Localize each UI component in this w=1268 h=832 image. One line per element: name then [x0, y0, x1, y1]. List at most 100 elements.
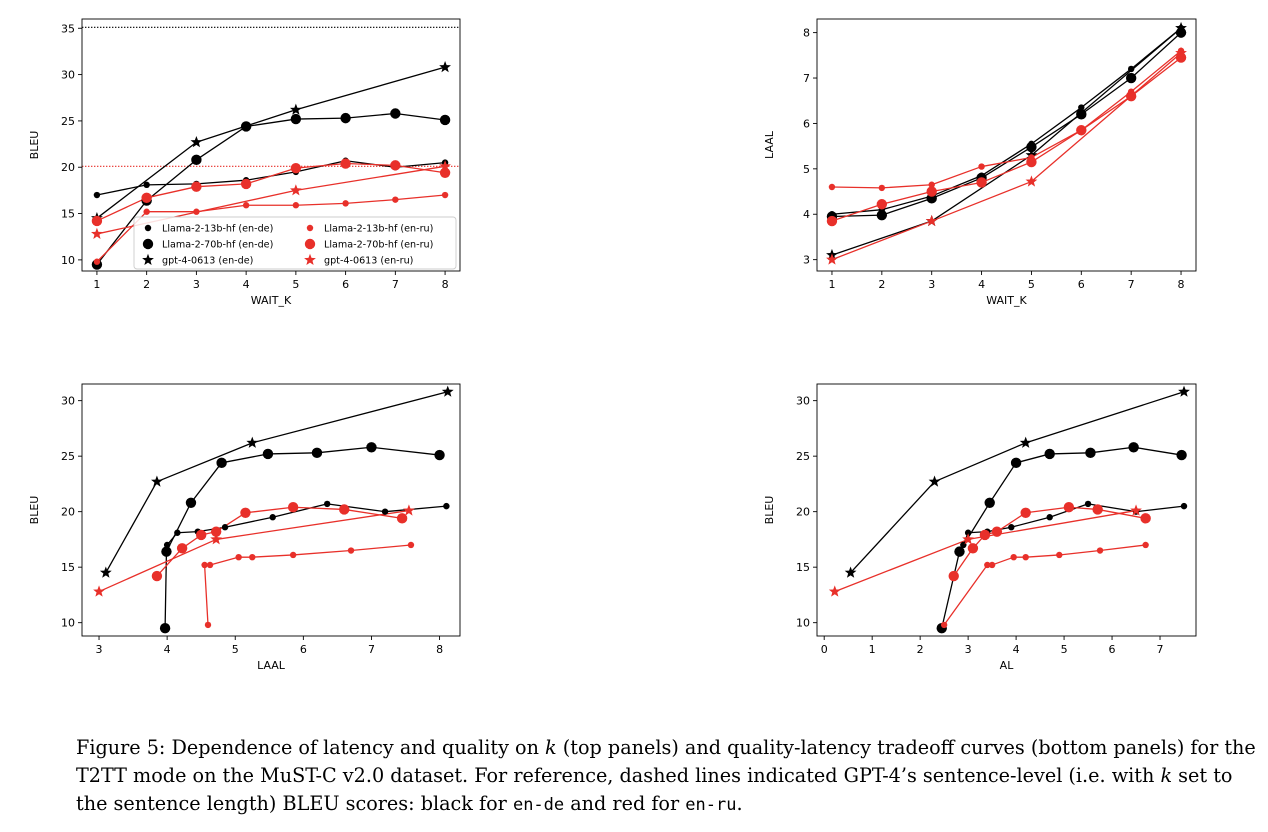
legend-marker-gpt-4-0613-en-de — [142, 253, 154, 266]
data-point-llama-2-13b-hf-en-de-4 — [1046, 514, 1053, 521]
data-point-llama-2-13b-hf-en-ru-6 — [347, 547, 355, 554]
data-point-gpt-4-0613-en-ru-0 — [826, 253, 838, 265]
data-point-llama-2-13b-hf-en-de-3 — [221, 524, 229, 531]
y-tick-label: 15 — [796, 561, 810, 574]
y-tick-label: 25 — [61, 115, 75, 128]
data-point-llama-2-70b-hf-en-de-2 — [191, 154, 202, 166]
y-tick-label: 35 — [61, 22, 75, 35]
series-line-llama-2-13b-hf-en-de — [962, 503, 1185, 546]
caption-text-3: set to the sentence length) BLEU scores:… — [76, 764, 1233, 815]
data-point-llama-2-13b-hf-en-ru-1 — [984, 561, 991, 569]
x-tick-label: 1 — [828, 278, 835, 291]
data-point-gpt-4-0613-en-de-3 — [1175, 21, 1187, 34]
series-line-llama-2-13b-hf-en-de — [166, 503, 447, 546]
legend-marker-gpt-4-0613-en-ru — [304, 253, 316, 266]
data-point-llama-2-70b-hf-en-ru-3 — [210, 526, 222, 537]
caption-text-2: (top panels) and quality-latency tradeof… — [76, 736, 1256, 787]
data-point-llama-2-70b-hf-en-de-5 — [340, 112, 351, 124]
x-tick-label: 8 — [436, 643, 443, 656]
data-point-llama-2-70b-hf-en-de-6 — [1128, 442, 1139, 453]
y-tick-label: 10 — [796, 617, 810, 630]
y-tick-label: 15 — [61, 208, 75, 221]
data-point-llama-2-70b-hf-en-de-3 — [1010, 457, 1022, 469]
y-tick-label: 30 — [61, 69, 75, 82]
data-point-llama-2-70b-hf-en-ru-0 — [948, 570, 959, 582]
data-point-gpt-4-0613-en-ru-3 — [1175, 46, 1187, 59]
data-point-llama-2-70b-hf-en-ru-1 — [176, 543, 188, 554]
data-point-llama-2-70b-hf-en-de-2 — [984, 497, 995, 508]
data-point-llama-2-13b-hf-en-ru-5 — [1056, 551, 1063, 559]
x-tick-label: 4 — [243, 278, 250, 291]
legend-label-llama-2-13b-hf-en-ru: Llama-2-13b-hf (en-ru) — [324, 224, 433, 235]
series-line-llama-2-13b-hf-en-ru — [831, 50, 1182, 189]
series-line-llama-2-13b-hf-en-de — [831, 27, 1182, 215]
series-line-llama-2-70b-hf-en-de — [96, 112, 446, 265]
data-point-llama-2-70b-hf-en-ru-7 — [1140, 513, 1151, 524]
data-point-llama-2-13b-hf-en-de-6 — [1127, 65, 1135, 73]
data-point-llama-2-13b-hf-en-ru-2 — [928, 181, 935, 188]
data-point-gpt-4-0613-en-de-0 — [844, 566, 857, 578]
data-point-llama-2-13b-hf-en-ru-7 — [1142, 541, 1149, 549]
data-point-gpt-4-0613-en-de-1 — [151, 475, 163, 487]
data-point-llama-2-70b-hf-en-de-6 — [366, 442, 377, 453]
data-point-llama-2-13b-hf-en-de-7 — [443, 502, 450, 510]
data-point-llama-2-70b-hf-en-ru-6 — [1125, 90, 1137, 102]
x-axis-label: WAIT_K — [251, 294, 292, 307]
y-axis-label: BLEU — [28, 496, 41, 525]
data-point-llama-2-13b-hf-en-de-1 — [964, 529, 972, 536]
data-point-llama-2-13b-hf-en-ru-5 — [289, 551, 297, 559]
series-line-llama-2-70b-hf-en-ru — [831, 57, 1182, 222]
data-point-llama-2-70b-hf-en-de-4 — [262, 448, 274, 460]
data-point-llama-2-13b-hf-en-ru-1 — [878, 184, 886, 192]
data-point-llama-2-13b-hf-en-de-5 — [1084, 500, 1092, 508]
data-point-gpt-4-0613-en-ru-1 — [925, 214, 938, 227]
data-point-llama-2-13b-hf-en-de-1 — [174, 529, 181, 536]
data-point-llama-2-70b-hf-en-ru-6 — [339, 504, 350, 515]
y-tick-label: 30 — [61, 395, 75, 408]
series-line-gpt-4-0613-en-de — [105, 391, 448, 574]
data-point-llama-2-70b-hf-en-de-6 — [1125, 72, 1137, 84]
y-tick-label: 10 — [61, 254, 75, 267]
data-point-llama-2-13b-hf-en-ru-1 — [143, 208, 150, 215]
y-tick-label: 20 — [796, 506, 810, 519]
figure-caption: Figure 5: Dependence of latency and qual… — [76, 734, 1256, 819]
data-point-llama-2-70b-hf-en-ru-2 — [926, 186, 937, 197]
legend-box — [133, 216, 457, 270]
data-point-gpt-4-0613-en-de-0 — [99, 566, 112, 578]
data-point-llama-2-13b-hf-en-ru-6 — [392, 196, 399, 203]
legend-marker-llama-2-13b-hf-en-ru — [306, 224, 314, 232]
data-point-gpt-4-0613-en-ru-2 — [1130, 504, 1142, 516]
data-point-llama-2-13b-hf-en-ru-0 — [828, 183, 836, 191]
x-tick-label: 4 — [164, 643, 171, 656]
data-point-llama-2-70b-hf-en-ru-1 — [876, 199, 888, 210]
data-point-llama-2-13b-hf-en-ru-4 — [1022, 553, 1029, 561]
axes-frame — [81, 383, 461, 637]
data-point-llama-2-70b-hf-en-ru-0 — [91, 215, 103, 227]
data-point-llama-2-13b-hf-en-ru-2 — [206, 561, 214, 569]
data-point-llama-2-13b-hf-en-ru-5 — [342, 200, 349, 207]
caption-text-5: . — [736, 792, 743, 815]
data-point-llama-2-13b-hf-en-ru-7 — [441, 191, 449, 199]
caption-text-4: and red for — [564, 792, 686, 815]
data-point-llama-2-70b-hf-en-de-1 — [161, 546, 172, 557]
data-point-llama-2-13b-hf-en-ru-1 — [201, 561, 208, 569]
x-axis-label: AL — [1000, 659, 1015, 672]
data-point-llama-2-70b-hf-en-de-3 — [240, 121, 252, 132]
data-point-gpt-4-0613-en-ru-0 — [91, 227, 103, 239]
data-point-llama-2-70b-hf-en-ru-6 — [390, 160, 401, 171]
legend: Llama-2-13b-hf (en-de) Llama-2-70b-hf (en… — [133, 216, 457, 270]
caption-text-1: Figure 5: Dependence of latency and qual… — [76, 736, 546, 759]
data-point-llama-2-70b-hf-en-de-4 — [1044, 448, 1055, 460]
data-point-gpt-4-0613-en-de-2 — [246, 436, 259, 448]
y-tick-label: 20 — [61, 161, 75, 174]
legend-marker-llama-2-13b-hf-en-de — [144, 224, 152, 232]
data-point-gpt-4-0613-en-de-3 — [441, 385, 454, 397]
data-point-llama-2-70b-hf-en-de-5 — [311, 447, 323, 459]
y-axis-label: BLEU — [763, 496, 776, 525]
data-point-llama-2-13b-hf-en-ru-3 — [978, 163, 985, 170]
data-point-llama-2-13b-hf-en-ru-7 — [407, 541, 415, 549]
data-point-gpt-4-0613-en-ru-0 — [828, 585, 841, 597]
y-tick-label: 5 — [803, 163, 810, 176]
data-point-gpt-4-0613-en-ru-2 — [403, 504, 415, 516]
x-tick-label: 2 — [878, 278, 885, 291]
